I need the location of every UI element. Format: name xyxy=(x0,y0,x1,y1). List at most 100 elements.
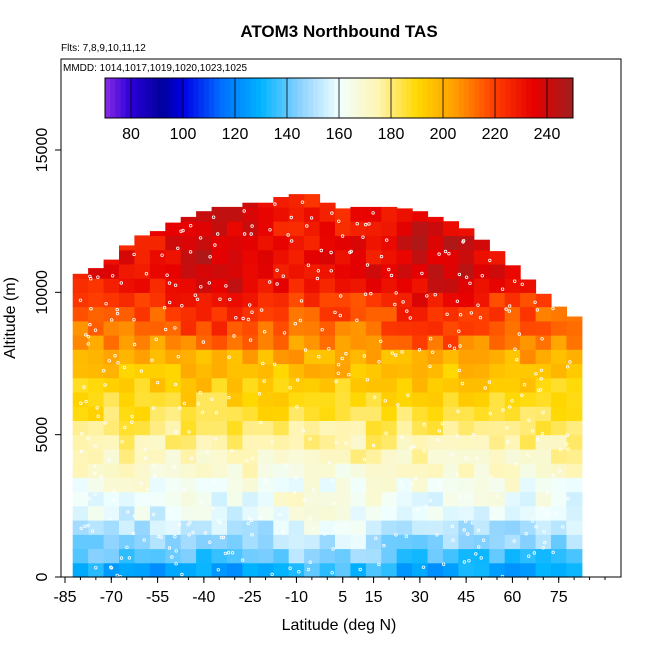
observation-point xyxy=(495,494,499,498)
heatmap-cell xyxy=(396,235,413,251)
heatmap-cell xyxy=(119,477,135,493)
heatmap-cell xyxy=(134,420,151,436)
heatmap-cell xyxy=(196,211,213,222)
heatmap-cell xyxy=(504,491,521,507)
observation-point xyxy=(417,348,422,352)
heatmap-cell xyxy=(180,548,197,564)
heatmap-cell xyxy=(88,448,105,464)
colorbar-swatch xyxy=(167,78,174,118)
observation-point xyxy=(234,316,238,320)
heatmap-cell xyxy=(535,392,552,407)
observation-point xyxy=(268,280,272,284)
heatmap-cell xyxy=(227,335,243,350)
observation-point xyxy=(144,272,149,276)
heatmap-cell xyxy=(566,335,583,350)
colorbar-swatch xyxy=(333,78,340,118)
heatmap-cell xyxy=(412,349,429,365)
observation-point xyxy=(172,465,176,469)
colorbar-swatch xyxy=(151,78,158,118)
heatmap-cell xyxy=(257,363,274,379)
heatmap-cell xyxy=(103,477,120,493)
heatmap-cell xyxy=(443,505,459,521)
observation-point xyxy=(545,510,549,515)
observation-point xyxy=(512,539,516,543)
heatmap-cell xyxy=(119,448,135,464)
heatmap-cell xyxy=(165,505,182,521)
heatmap-cell xyxy=(119,548,135,564)
observation-point xyxy=(311,527,315,531)
heatmap-cell xyxy=(489,292,506,308)
heatmap-cell xyxy=(504,320,521,336)
observation-point xyxy=(387,267,391,272)
heatmap-cell xyxy=(566,505,583,521)
heatmap-cell xyxy=(165,548,182,564)
heatmap-cell xyxy=(88,377,105,393)
observation-point xyxy=(188,520,192,525)
heatmap-cell xyxy=(211,363,228,379)
colorbar-swatch xyxy=(307,78,314,118)
heatmap-cell xyxy=(365,392,382,407)
observation-point xyxy=(103,383,107,387)
heatmap-cell xyxy=(350,320,367,336)
heatmap-cell xyxy=(365,363,382,379)
heatmap-cell xyxy=(335,235,351,251)
heatmap-cell xyxy=(535,491,552,507)
observation-point xyxy=(79,449,84,454)
observation-point xyxy=(299,299,304,303)
heatmap-cell xyxy=(242,292,259,308)
heatmap-cell xyxy=(149,562,166,578)
heatmap-cell xyxy=(381,263,398,279)
observation-point xyxy=(103,421,107,425)
heatmap-cell xyxy=(180,534,197,550)
observation-point xyxy=(96,414,100,418)
heatmap-cell xyxy=(165,363,182,379)
heatmap-cell xyxy=(381,548,398,564)
observation-point xyxy=(188,250,193,254)
heatmap-cell xyxy=(365,249,382,265)
heatmap-cell xyxy=(227,221,243,236)
heatmap-cell xyxy=(227,505,243,521)
observation-point xyxy=(308,437,312,441)
heatmap-cell xyxy=(180,420,197,436)
observation-point xyxy=(84,399,88,404)
heatmap-cell xyxy=(365,335,382,350)
heatmap-cell xyxy=(304,292,321,308)
heatmap-cell xyxy=(350,505,367,521)
heatmap-cell xyxy=(504,377,521,393)
observation-point xyxy=(174,562,178,566)
heatmap-cell xyxy=(180,406,197,421)
heatmap-cell xyxy=(412,249,429,265)
heatmap-cell xyxy=(350,434,367,450)
heatmap-cell xyxy=(273,335,290,350)
heatmap-cell xyxy=(211,392,228,407)
observation-point xyxy=(173,283,178,287)
heatmap-cell xyxy=(473,349,490,365)
colorbar-swatch xyxy=(281,78,288,118)
heatmap-cell xyxy=(335,548,351,564)
heatmap-cell xyxy=(149,263,166,279)
observation-point xyxy=(295,405,299,409)
heatmap-cell xyxy=(288,335,305,350)
heatmap-cell xyxy=(227,562,243,578)
heatmap-cell xyxy=(427,477,444,493)
observation-point xyxy=(533,300,537,304)
heatmap-cell xyxy=(473,463,490,478)
heatmap-cell xyxy=(88,491,105,507)
heatmap-cell xyxy=(211,434,228,450)
heatmap-cell xyxy=(227,463,243,478)
heatmap-cell xyxy=(242,263,259,279)
observation-point xyxy=(119,556,124,560)
heatmap-cell xyxy=(535,377,552,393)
observation-point xyxy=(127,556,132,560)
heatmap-cell xyxy=(72,320,89,336)
observation-point xyxy=(303,348,308,352)
heatmap-cell xyxy=(335,377,351,393)
heatmap-cell xyxy=(288,448,305,464)
observation-point xyxy=(282,331,287,335)
observation-point xyxy=(457,494,462,499)
heatmap-cell xyxy=(165,534,182,550)
observation-point xyxy=(363,292,368,296)
heatmap-cell xyxy=(257,278,274,293)
heatmap-cell xyxy=(288,534,305,550)
heatmap-cell xyxy=(396,278,413,293)
